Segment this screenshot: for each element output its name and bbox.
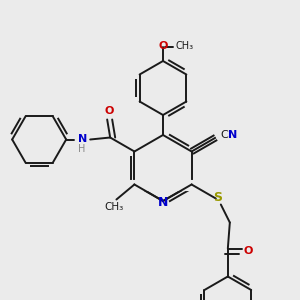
Text: N: N xyxy=(228,130,238,140)
Text: CH₃: CH₃ xyxy=(176,41,194,51)
Text: N: N xyxy=(158,196,168,208)
Text: O: O xyxy=(158,41,168,51)
Text: C: C xyxy=(220,130,228,140)
Text: H: H xyxy=(79,143,86,154)
Text: CH₃: CH₃ xyxy=(105,202,124,212)
Text: S: S xyxy=(213,191,222,204)
Text: O: O xyxy=(243,245,253,256)
Text: O: O xyxy=(104,106,114,116)
Text: N: N xyxy=(77,134,87,145)
